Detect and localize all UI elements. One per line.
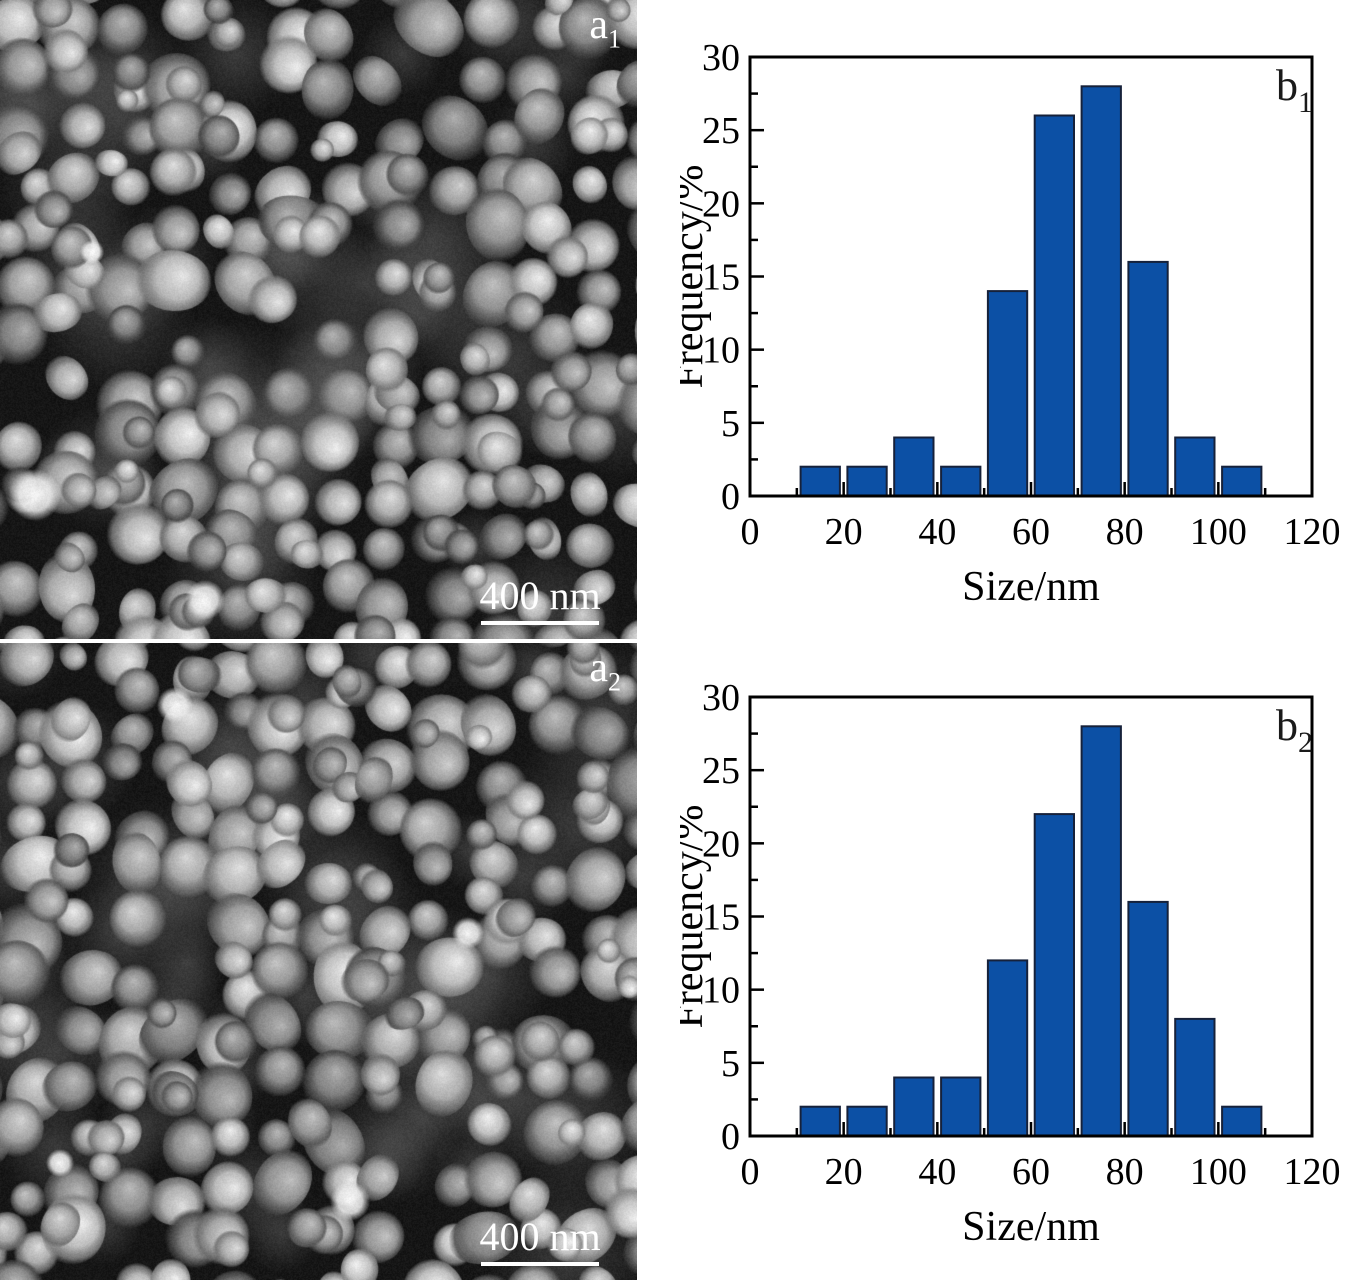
scale-bar-line [481, 621, 599, 625]
x-tick-label: 0 [741, 511, 760, 553]
x-axis-label: Size/nm [962, 1204, 1100, 1250]
chart-panel-label: b2 [1276, 701, 1313, 759]
x-tick-label: 100 [1190, 1151, 1247, 1193]
hist-bar [1174, 1017, 1216, 1137]
panel-label-subscript: 2 [607, 667, 621, 697]
y-tick-label: 10 [702, 970, 740, 1012]
y-axis-label: Frequency/% [680, 805, 712, 1029]
y-tick-label: 0 [721, 1116, 740, 1158]
hist-bar [986, 959, 1029, 1137]
x-tick-label: 60 [1012, 511, 1050, 553]
x-axis-label: Size/nm [962, 564, 1100, 610]
hist-bar [1174, 436, 1216, 497]
y-axis-label: Frequency/% [680, 165, 712, 389]
x-tick-label: 120 [1284, 1151, 1341, 1193]
x-tick-label: 100 [1190, 511, 1247, 553]
hist-bar [1221, 465, 1263, 498]
hist-bar [893, 436, 935, 497]
hist-bar [1221, 1105, 1263, 1138]
y-tick-label: 5 [721, 1043, 740, 1085]
panel-label-subscript: 1 [607, 24, 621, 54]
hist-bar [986, 290, 1029, 497]
y-tick-label: 0 [721, 476, 740, 518]
x-tick-label: 80 [1106, 511, 1144, 553]
hist-bar [893, 1076, 935, 1137]
hist-bar [846, 1105, 888, 1138]
y-tick-label: 15 [702, 257, 740, 299]
x-tick-label: 20 [825, 511, 863, 553]
sem-panel-a1: a1 400 nm [0, 0, 637, 639]
hist-bar [940, 465, 982, 498]
axis-box [748, 55, 1314, 498]
histogram-b1: 0 20 40 60 80 100 120 0 5 10 15 20 25 30 Size/nm Freque… [680, 37, 1341, 610]
x-tick-label: 40 [918, 511, 956, 553]
axis-box [748, 695, 1314, 1138]
sem-micrograph-a2 [0, 643, 637, 1280]
x-tick-label: 40 [918, 1151, 956, 1193]
y-tick-label: 15 [702, 897, 740, 939]
panel-label-a2: a2 [589, 647, 621, 695]
hist-bar [799, 465, 841, 498]
sem-panel-a2: a2 400 nm [0, 643, 637, 1280]
scale-bar-text: 400 nm [479, 573, 601, 618]
hist-bar [1080, 85, 1122, 498]
hist-bar [1127, 260, 1169, 497]
hist-bar [846, 465, 888, 498]
scale-bar-line [481, 1262, 599, 1266]
y-tick-label: 20 [702, 823, 740, 865]
scale-bar-a2: 400 nm [465, 1216, 615, 1266]
x-tick-label: 80 [1106, 1151, 1144, 1193]
hist-bar [940, 1076, 982, 1137]
x-tick-label: 60 [1012, 1151, 1050, 1193]
scale-bar-text: 400 nm [479, 1214, 601, 1259]
chart-panel-label: b1 [1276, 61, 1313, 119]
y-tick-label: 30 [702, 677, 740, 719]
x-tick-label: 0 [741, 1151, 760, 1193]
y-tick-label: 25 [702, 750, 740, 792]
x-tick-label: 20 [825, 1151, 863, 1193]
panel-label-main: a [589, 645, 608, 691]
hist-bar [1033, 114, 1076, 497]
y-tick-label: 20 [702, 183, 740, 225]
y-tick-label: 25 [702, 110, 740, 152]
hist-bar [1127, 900, 1169, 1137]
hist-bar [799, 1105, 841, 1138]
hist-bar [1033, 813, 1076, 1137]
x-tick-label: 120 [1284, 511, 1341, 553]
histogram-b2: 0 20 40 60 80 100 120 0 5 10 15 20 25 30 Size/nm Freque… [680, 677, 1341, 1250]
panel-label-a1: a1 [589, 4, 621, 52]
y-tick-label: 30 [702, 37, 740, 79]
panel-label-main: a [589, 2, 608, 48]
hist-bar [1080, 725, 1122, 1138]
sem-micrograph-a1 [0, 0, 637, 639]
y-tick-label: 5 [721, 403, 740, 445]
y-tick-label: 10 [702, 330, 740, 372]
scale-bar-a1: 400 nm [465, 575, 615, 625]
